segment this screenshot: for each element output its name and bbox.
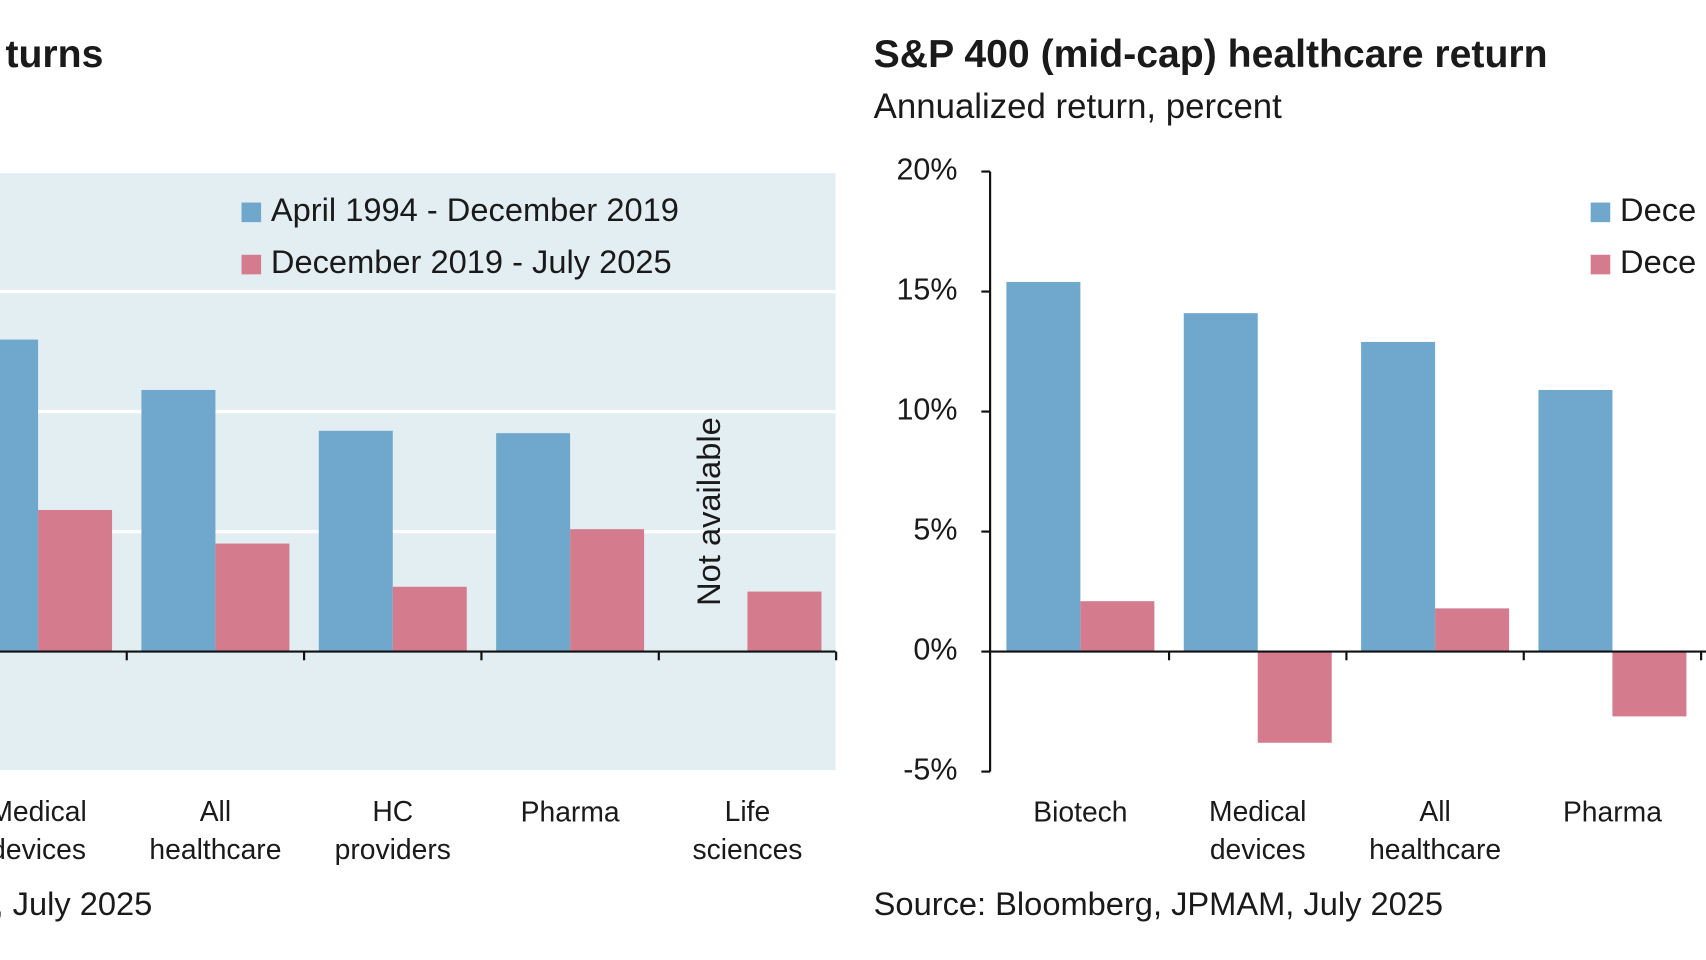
bar	[392, 586, 467, 652]
bar	[141, 389, 216, 652]
y-tick-label: 15%	[896, 273, 957, 307]
chart-title: S&P 400 (mid-cap) healthcare return	[874, 33, 1548, 76]
chart: S&P 400 (mid-cap) healthcare return Annua…	[874, 33, 1706, 922]
chart-title: turns	[5, 33, 103, 76]
bar	[1183, 313, 1258, 652]
legend-swatch	[241, 254, 262, 275]
x-tick-label: All healthcare	[1369, 795, 1501, 865]
x-tick-label: Life sciences	[692, 795, 802, 865]
source: Source: Bloomberg, JPMAM, July 2025	[874, 885, 1443, 922]
bar	[215, 543, 290, 652]
legend-label: April 1994 - December 2019	[271, 191, 679, 228]
bar	[1435, 608, 1510, 652]
bar	[318, 430, 393, 652]
chart-subtitle: Annualized return, percent	[874, 87, 1282, 126]
bar	[0, 339, 39, 652]
x-tick-label: All healthcare	[149, 795, 281, 865]
bar	[38, 509, 113, 652]
x-tick-label: Pharma	[1563, 795, 1662, 827]
bar	[1080, 601, 1155, 652]
y-tick-label: 0%	[913, 633, 957, 667]
bar	[1612, 651, 1687, 717]
y-tick-label: -5%	[903, 753, 957, 787]
x-tick-label: Biotech	[1033, 795, 1127, 827]
legend-swatch	[1590, 254, 1611, 275]
legend-label: Dece	[1620, 191, 1696, 228]
y-tick-label: 10%	[896, 393, 957, 427]
bar	[1538, 389, 1613, 652]
plot-background	[0, 171, 836, 772]
x-tick-label: HC providers	[335, 795, 451, 865]
bar	[1257, 651, 1332, 743]
y-tick-label: 5%	[913, 513, 957, 547]
source: Source: Bloomberg, JPMAM, July 2025	[0, 885, 152, 922]
bar	[570, 529, 645, 652]
bar	[496, 433, 571, 652]
legend-swatch	[241, 202, 262, 223]
y-tick-label: 20%	[896, 153, 957, 187]
bar	[747, 591, 822, 652]
x-tick-label: Pharma	[521, 795, 620, 827]
bar	[1006, 281, 1081, 652]
annotation: Not available	[690, 417, 727, 606]
bar	[1361, 341, 1436, 652]
chart: turns-5%0%5%10%15%20%MedicaldevicesAllhe…	[0, 33, 838, 922]
legend-label: December 2019 - July 2025	[271, 243, 672, 280]
legend-label: Dece	[1620, 243, 1696, 280]
legend-swatch	[1590, 202, 1611, 223]
